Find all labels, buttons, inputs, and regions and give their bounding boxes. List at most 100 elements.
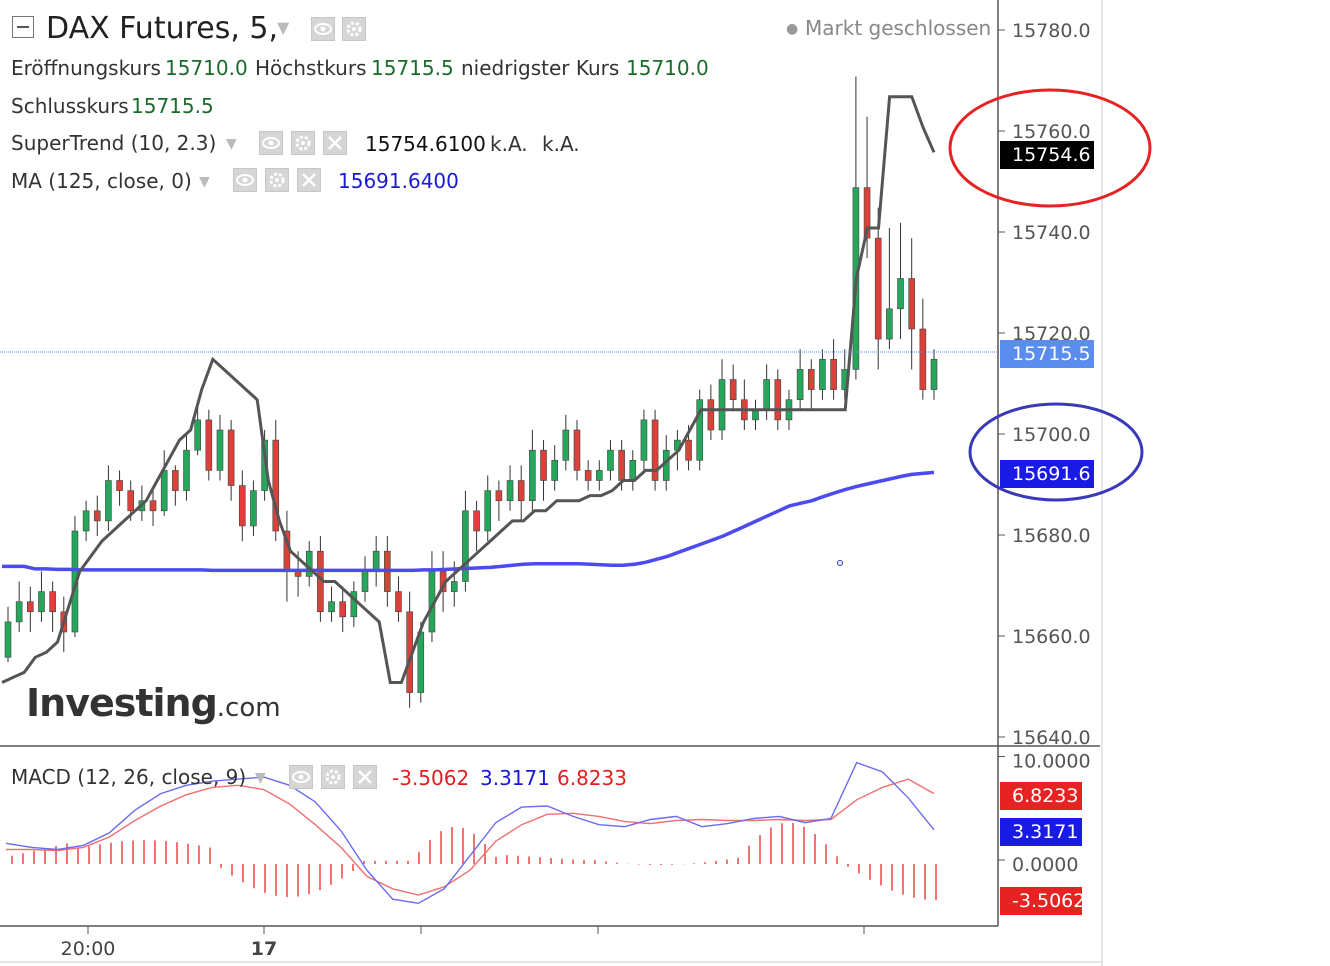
candle-body — [819, 358, 826, 390]
ma-label[interactable]: MA (125, close, 0) — [11, 169, 192, 193]
macd-eye-icon[interactable] — [289, 765, 313, 789]
candle-body — [82, 510, 90, 532]
close-label: Schlusskurs — [11, 94, 129, 118]
open-label: Eröffnungskurs — [11, 56, 161, 80]
price-tick-label: 15660.0 — [1012, 626, 1091, 648]
candle-body — [495, 490, 503, 502]
candle-body — [685, 439, 692, 461]
chart-title: DAX Futures, 5, — [46, 11, 279, 46]
candle-body — [562, 429, 570, 461]
candle-body — [4, 621, 12, 658]
candle-body — [897, 278, 904, 310]
candle-body — [216, 429, 224, 471]
logo-suffix: .com — [216, 693, 281, 723]
candle-body — [596, 470, 603, 481]
candle-body — [149, 500, 157, 512]
candle-body — [484, 490, 492, 532]
candle-body — [272, 439, 280, 532]
macd-hist-value: -3.5062 — [392, 766, 470, 790]
candle-body — [796, 369, 804, 400]
candle-body — [15, 601, 23, 623]
macd-gear-icon[interactable] — [321, 765, 345, 789]
high-value: 15715.5 — [371, 56, 454, 80]
eye-icon[interactable] — [311, 17, 335, 41]
ma-eye-icon[interactable] — [233, 168, 257, 192]
candle-body — [339, 601, 346, 618]
supertrend-na-1: k.A. — [490, 132, 528, 156]
candle-body — [752, 409, 759, 421]
candle-body — [584, 470, 592, 481]
macd-line — [5, 761, 935, 905]
ma-gear-icon[interactable] — [265, 168, 289, 192]
supertrend-close-icon[interactable] — [323, 131, 347, 155]
candle-body — [930, 358, 938, 390]
candle-body — [529, 449, 536, 502]
supertrend-value: 15754.6100 — [365, 132, 486, 156]
high-label: Höchstkurs — [255, 56, 367, 80]
candle-body — [238, 485, 246, 527]
candle-body — [707, 399, 715, 431]
low-value: 15710.0 — [626, 56, 709, 80]
candle-body — [93, 510, 101, 522]
macd-tick-label: 0.0000 — [1012, 854, 1078, 876]
open-value: 15710.0 — [165, 56, 248, 80]
macd-close-icon[interactable] — [353, 765, 377, 789]
collapse-icon[interactable] — [12, 16, 34, 38]
candle-body — [450, 581, 458, 592]
macd-dropdown-icon[interactable]: ▼ — [255, 770, 266, 786]
candle-body — [49, 591, 56, 613]
candle-body — [372, 550, 380, 572]
supertrend-dropdown-icon[interactable]: ▼ — [226, 136, 237, 152]
candle-body — [696, 399, 704, 461]
price-tick-label: 15680.0 — [1012, 525, 1091, 547]
candle-body — [194, 419, 201, 451]
macd-line-value: 3.3171 — [480, 766, 550, 790]
macd-line-tag: 3.3171 — [1000, 818, 1082, 846]
market-status: Markt geschlossen — [805, 16, 992, 40]
candle-body — [886, 308, 893, 340]
macd-tick-label: 10.0000 — [1012, 751, 1091, 773]
candle-body — [540, 449, 547, 481]
macd-label[interactable]: MACD (12, 26, close, 9) — [11, 765, 247, 789]
gear-icon[interactable] — [342, 17, 366, 41]
candle-body — [160, 470, 168, 512]
logo-brand: Investing — [26, 681, 218, 725]
annotation-blue-ellipse — [968, 402, 1144, 502]
candle-body — [27, 601, 34, 613]
candle-body — [517, 480, 525, 502]
candle-body — [774, 379, 782, 421]
supertrend-eye-icon[interactable] — [259, 131, 283, 155]
title-dropdown-icon[interactable]: ▼ — [277, 18, 290, 37]
time-tick-label: 17 — [251, 938, 277, 960]
annotation-red-ellipse — [948, 88, 1152, 208]
price-tick-label: 15760.0 — [1012, 121, 1091, 143]
last-price-tag: 15715.5 — [1000, 340, 1094, 368]
candle-body — [305, 550, 313, 577]
candle-body — [205, 419, 213, 471]
price-tick-label: 15780.0 — [1012, 20, 1091, 42]
candle-body — [328, 601, 335, 613]
supertrend-price-tag: 15754.6 — [1000, 141, 1094, 169]
supertrend-gear-icon[interactable] — [291, 131, 315, 155]
price-tick-label: 15640.0 — [1012, 727, 1091, 749]
low-label: niedrigster Kurs — [461, 56, 620, 80]
ma-dropdown-icon[interactable]: ▼ — [199, 174, 210, 190]
candle-body — [38, 591, 45, 613]
ma-close-icon[interactable] — [297, 168, 321, 192]
candle-body — [830, 358, 837, 390]
candle-body — [919, 328, 927, 390]
candle-body — [863, 187, 871, 239]
candle-body — [807, 369, 815, 390]
macd-signal-line — [6, 778, 935, 896]
candle-body — [105, 480, 112, 522]
candle-body — [473, 510, 480, 532]
macd-signal-tag: 6.8233 — [1000, 782, 1082, 810]
supertrend-label[interactable]: SuperTrend (10, 2.3) — [11, 131, 217, 155]
close-value: 15715.5 — [131, 94, 214, 118]
candle-body — [618, 449, 625, 481]
candle-body — [908, 278, 915, 330]
candle-body — [350, 591, 358, 618]
candle-body — [127, 490, 135, 512]
